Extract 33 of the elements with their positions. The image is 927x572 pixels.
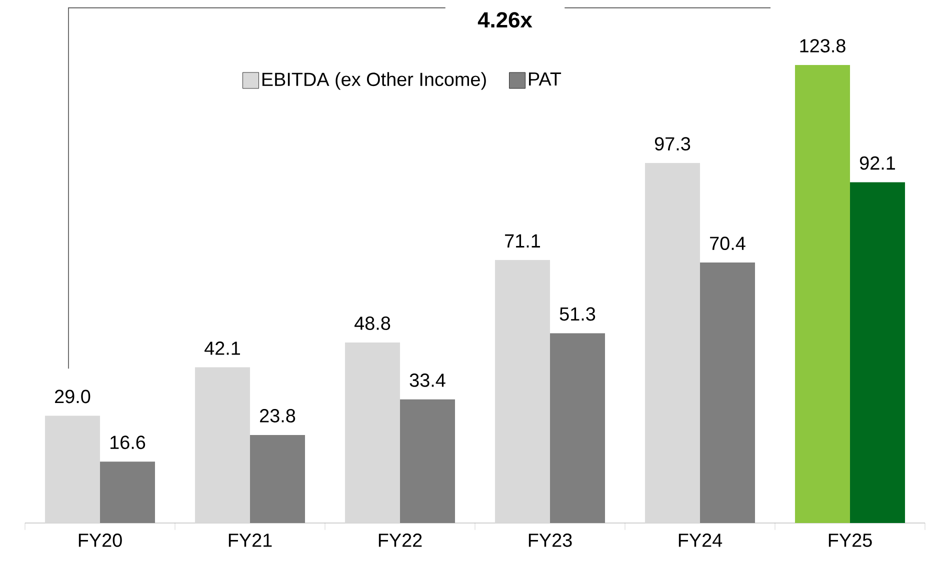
bar	[495, 260, 550, 523]
bar	[100, 462, 155, 523]
data-label: 70.4	[710, 236, 746, 250]
legend-label: EBITDA (ex Other Income)	[262, 72, 486, 90]
bar	[400, 399, 456, 523]
x-tick-label: FY24	[678, 534, 722, 547]
bar	[700, 262, 756, 523]
bar	[645, 163, 700, 523]
bar	[250, 434, 306, 523]
data-label: 123.8	[800, 39, 846, 52]
text: 4.26x	[478, 12, 532, 28]
bar	[550, 333, 606, 523]
data-label: 16.6	[110, 436, 146, 450]
data-label: 71.1	[505, 234, 540, 248]
data-label: 92.1	[860, 156, 895, 170]
bar	[45, 416, 100, 523]
bar	[195, 367, 250, 523]
x-tick-label: FY21	[228, 534, 272, 547]
bar	[345, 342, 400, 523]
x-tick-label: FY20	[78, 534, 122, 547]
data-label: 23.8	[260, 409, 296, 422]
data-label: 42.1	[204, 342, 240, 355]
legend-label: PAT	[529, 72, 562, 86]
x-tick-label: FY25	[828, 534, 872, 547]
data-label: 97.3	[654, 137, 690, 151]
bar	[850, 182, 906, 523]
data-label: 29.0	[55, 390, 90, 404]
data-label: 51.3	[560, 307, 596, 321]
x-tick-label: FY23	[528, 534, 572, 547]
data-label: 48.8	[354, 316, 390, 330]
data-label: 33.4	[410, 374, 446, 387]
bar	[795, 64, 850, 523]
x-tick-label: FY22	[378, 534, 422, 547]
